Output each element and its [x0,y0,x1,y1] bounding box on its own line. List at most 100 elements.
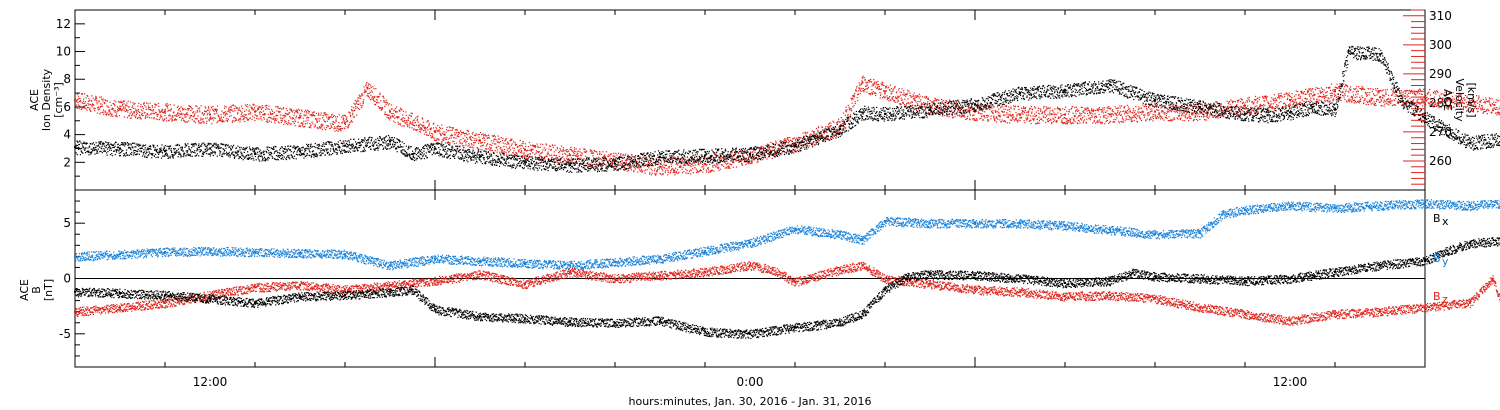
velocity-series-sample [671,168,673,171]
velocity-series-sample [118,115,120,117]
velocity-series-sample [824,139,826,141]
velocity-series-sample [435,128,438,130]
velocity-series-sample [401,109,403,111]
velocity-series-sample [438,139,440,141]
velocity-series-sample [744,159,746,161]
velocity-series-sample [763,157,765,159]
velocity-series-sample [1261,104,1263,107]
velocity-series-sample [351,110,353,112]
velocity-series-sample [869,80,871,82]
velocity-series-sample [651,169,653,171]
velocity-series-sample [629,164,632,167]
velocity-series-sample [556,159,558,161]
velocity-series-sample [1146,107,1148,109]
velocity-series-sample [942,115,944,117]
velocity-series-sample [101,103,103,105]
velocity-series-sample [1101,108,1103,110]
velocity-series-sample [957,114,959,117]
velocity-series-sample [640,165,642,167]
velocity-series-sample [239,117,241,119]
velocity-series-sample [807,137,809,139]
velocity-series-sample [1213,116,1215,118]
velocity-series-sample [174,114,176,116]
velocity-series-sample [686,164,689,166]
velocity-series-sample [777,148,779,150]
velocity-series-sample [229,110,231,112]
velocity-series-sample [378,95,380,98]
velocity-series-sample [357,107,359,110]
velocity-series-sample [236,107,238,109]
velocity-series-sample [1025,114,1027,116]
velocity-series-sample [783,143,785,145]
velocity-series-sample [1139,115,1141,117]
velocity-series-sample [581,152,583,154]
velocity-series-sample [226,120,228,123]
velocity-series-sample [1170,120,1172,122]
velocity-series-sample [356,99,359,101]
velocity-series-sample [808,145,810,147]
velocity-series-sample [992,112,994,114]
velocity-series-sample [749,162,751,165]
velocity-series-sample [494,143,496,145]
velocity-series-sample [336,126,338,128]
velocity-series-sample [726,163,728,165]
velocity-series-sample [300,109,303,111]
velocity-series-sample [359,95,361,97]
velocity-series-sample [1117,110,1119,112]
velocity-series-sample [168,115,170,117]
velocity-series-sample [998,112,1000,114]
velocity-series-sample [1076,108,1078,110]
velocity-series-sample [547,151,549,153]
velocity-series-sample [467,130,470,132]
velocity-series-sample [374,100,376,103]
velocity-series-sample [269,111,271,113]
velocity-series-sample [828,126,830,128]
velocity-series-sample [256,109,259,111]
velocity-series-sample [352,110,354,112]
velocity-series-sample [732,159,735,161]
velocity-series-sample [478,139,480,142]
velocity-series-sample [372,96,374,98]
velocity-series-sample [592,165,594,167]
velocity-series-sample [711,169,713,172]
velocity-series-sample [1319,90,1321,92]
velocity-series-sample [637,163,639,165]
velocity-series-sample [180,113,182,115]
velocity-series-sample [822,136,824,138]
velocity-series-sample [683,158,685,160]
velocity-series-sample [924,106,926,108]
velocity-series-sample [312,123,314,125]
velocity-series-sample [419,123,421,125]
velocity-series-sample [466,133,468,136]
velocity-series-sample [990,115,992,117]
velocity-series-sample [470,138,472,141]
velocity-series-sample [875,81,878,83]
velocity-series-sample [202,120,204,122]
velocity-series-sample [1142,111,1145,113]
velocity-series-sample [891,92,893,94]
velocity-series-sample [304,125,306,128]
velocity-series-sample [497,135,499,137]
velocity-series-sample [90,104,92,106]
velocity-series-sample [1246,99,1248,101]
velocity-series-sample [366,81,368,84]
velocity-series-sample [1150,117,1152,119]
velocity-series-sample [1256,102,1258,104]
velocity-series-sample [745,163,747,166]
velocity-series-sample [1292,104,1294,106]
velocity-series-sample [91,95,93,97]
velocity-series-sample [1050,113,1052,116]
velocity-series-sample [1182,119,1184,122]
velocity-series-sample [372,98,374,101]
velocity-series-sample [852,98,854,100]
velocity-series-sample [279,111,281,113]
velocity-series-sample [860,83,863,85]
velocity-series-sample [1326,91,1328,93]
velocity-series-sample [1259,103,1261,106]
velocity-series-sample [667,171,669,173]
velocity-series-sample [1333,93,1335,96]
velocity-series-sample [520,148,522,150]
velocity-series-sample [456,128,458,131]
velocity-series-sample [850,110,853,112]
velocity-series-sample [1081,106,1083,109]
